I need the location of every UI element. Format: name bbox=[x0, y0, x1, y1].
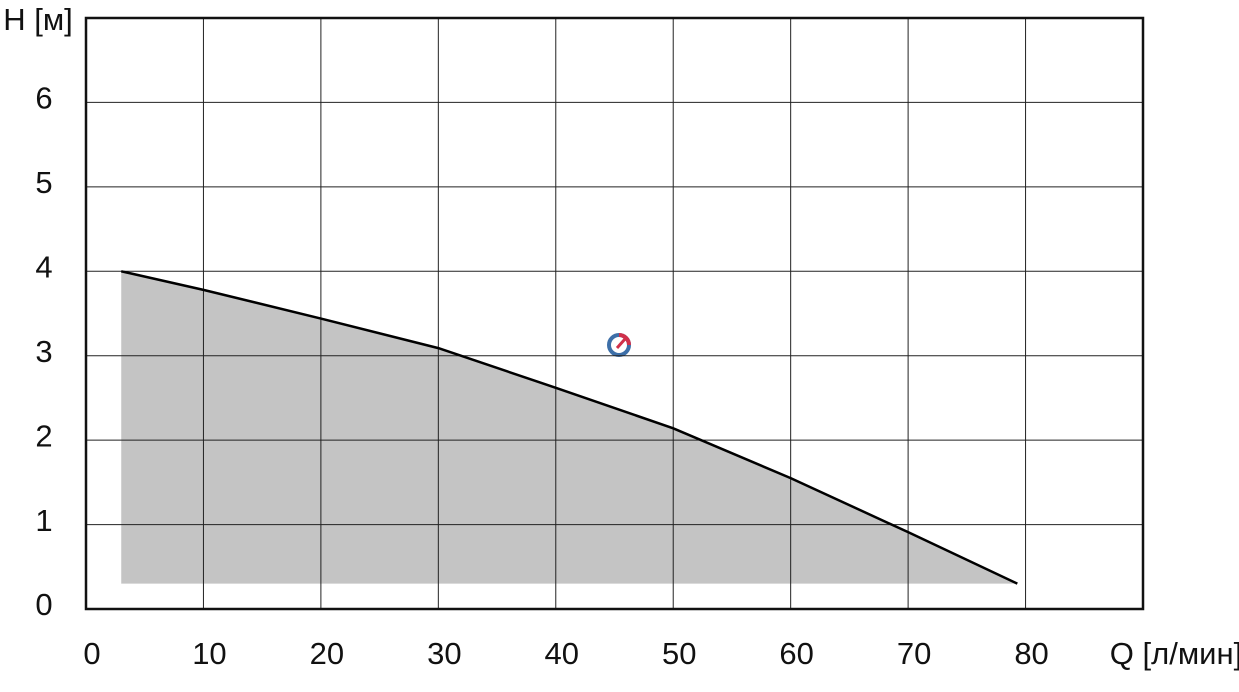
x-tick-label: 30 bbox=[427, 636, 461, 671]
area bbox=[121, 271, 1018, 584]
x-tick-label: 20 bbox=[310, 636, 344, 671]
x-tick-label: 80 bbox=[1014, 636, 1048, 671]
x-tick-label: 10 bbox=[192, 636, 226, 671]
y-tick-label: 2 bbox=[35, 418, 52, 453]
y-tick-label: 3 bbox=[35, 334, 52, 369]
x-tick-label: 50 bbox=[662, 636, 696, 671]
y-axis-label: H [м] bbox=[3, 2, 73, 37]
x-tick-label: 40 bbox=[545, 636, 579, 671]
y-tick-label: 5 bbox=[35, 165, 52, 200]
y-tick-label: 4 bbox=[35, 249, 52, 284]
x-tick-label: 70 bbox=[897, 636, 931, 671]
plot-frame bbox=[84, 16, 1145, 611]
x-axis-label: Q [л/мин] bbox=[1110, 636, 1239, 671]
y-tick-label: 6 bbox=[35, 81, 52, 116]
x-tick-label: 60 bbox=[779, 636, 813, 671]
y-tick-label: 0 bbox=[35, 587, 52, 622]
y-tick-label: 1 bbox=[35, 503, 52, 538]
logo bbox=[607, 333, 631, 357]
line bbox=[120, 270, 1018, 585]
x-tick-label: 0 bbox=[83, 636, 100, 671]
